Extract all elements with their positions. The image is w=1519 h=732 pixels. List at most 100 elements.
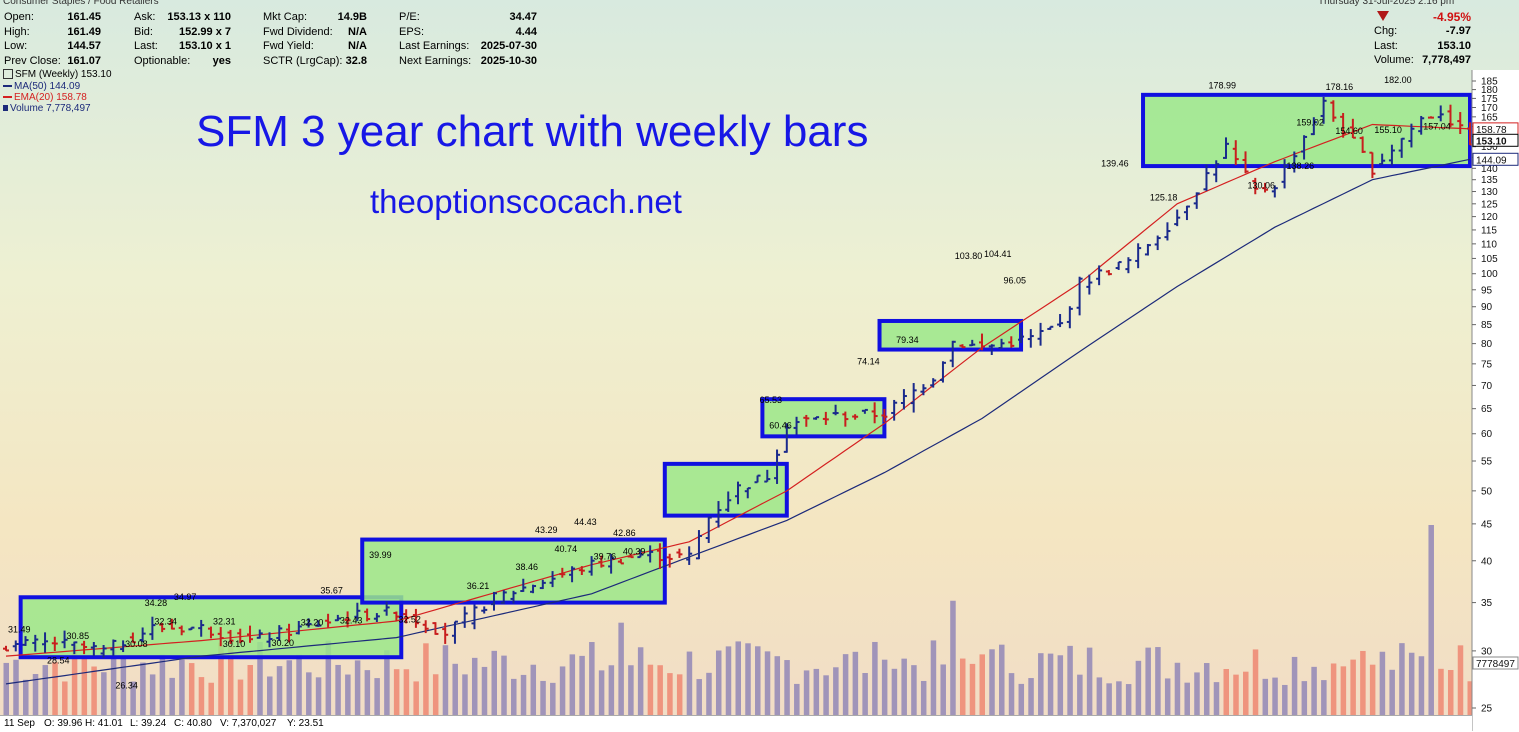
- weekly-bar: [578, 566, 585, 576]
- y-tick-label: 110: [1481, 239, 1497, 250]
- weekly-bar: [81, 640, 88, 655]
- weekly-bar: [569, 566, 576, 583]
- volume-bar: [1184, 682, 1190, 715]
- y-tick-label: 115: [1481, 225, 1497, 236]
- price-label-34: 130.06: [1248, 180, 1276, 190]
- weekly-bar: [1203, 164, 1210, 191]
- weekly-bar: [383, 601, 390, 616]
- weekly-bar: [949, 340, 956, 368]
- weekly-bar: [1291, 151, 1298, 173]
- volume-bar: [306, 672, 312, 715]
- weekly-bar: [178, 625, 185, 636]
- volume-bar: [91, 666, 97, 715]
- y-tick-label: 65: [1481, 404, 1493, 415]
- weekly-bar: [90, 642, 97, 656]
- q-mid-label-0: Ask:: [134, 11, 156, 23]
- y-tick-label: 95: [1481, 285, 1493, 296]
- weekly-bar: [334, 614, 341, 622]
- volume-bar: [764, 651, 771, 715]
- q-earn-value-0: 34.47: [509, 11, 537, 23]
- y-tick-label: 135: [1481, 175, 1498, 186]
- price-label-36: 159.02: [1296, 117, 1324, 127]
- price-label-14: 39.99: [369, 550, 392, 560]
- volume-bar: [247, 665, 253, 715]
- volume-bar: [833, 667, 839, 715]
- weekly-bar: [617, 558, 624, 565]
- volume-bar: [1155, 647, 1161, 715]
- q-left-value-3: 161.07: [67, 54, 101, 67]
- volume-bar: [852, 651, 859, 715]
- volume-bar: [471, 657, 478, 715]
- weekly-bar: [51, 636, 58, 652]
- volume-bar: [481, 666, 488, 715]
- weekly-bar: [803, 414, 810, 427]
- volume-bar: [1047, 653, 1054, 715]
- volume-bar: [188, 663, 195, 715]
- weekly-bar: [647, 545, 654, 563]
- volume-bar: [1038, 653, 1044, 715]
- weekly-bar: [120, 640, 127, 653]
- volume-bar: [1360, 650, 1366, 715]
- readout-close: C: 40.80: [174, 718, 212, 729]
- volume-bar: [1379, 651, 1386, 715]
- weekly-bar: [305, 618, 312, 628]
- price-label-38: 154.60: [1335, 126, 1363, 136]
- weekly-bar: [920, 384, 927, 396]
- y-tick-label: 180: [1481, 85, 1498, 96]
- site-banner: theoptionscocach.net: [370, 183, 682, 220]
- price-label-22: 42.86: [613, 528, 636, 538]
- weekly-bar: [1115, 261, 1122, 270]
- volume-bar: [1428, 525, 1434, 715]
- weekly-bar: [500, 590, 507, 604]
- volume-bar: [550, 682, 556, 715]
- q-left-value-1: 161.49: [67, 25, 101, 38]
- weekly-bar: [1349, 118, 1356, 139]
- y-tick-label: 85: [1481, 320, 1493, 331]
- readout-high: H: 41.01: [85, 718, 123, 729]
- q-mid-label-1: Bid:: [134, 25, 153, 38]
- q-mid-value-2: 153.10 x 1: [179, 40, 231, 52]
- volume-bar: [511, 678, 517, 715]
- volume-bar: [325, 640, 332, 715]
- weekly-bar: [1135, 243, 1142, 269]
- volume-bar: [1272, 677, 1278, 715]
- weekly-bar: [1076, 276, 1083, 316]
- volume-bar: [1106, 683, 1112, 715]
- volume-bar: [715, 650, 722, 715]
- volume-bar: [393, 669, 400, 715]
- volume-bar: [940, 664, 946, 715]
- volume-bar: [647, 664, 654, 715]
- weekly-bar: [1408, 123, 1415, 148]
- volume-bar: [774, 656, 781, 715]
- price-label-19: 40.74: [555, 544, 578, 554]
- ema20-line: [5, 123, 1471, 657]
- price-label-26: 74.14: [857, 356, 880, 366]
- weekly-bar: [715, 501, 722, 528]
- volume-bar: [1233, 674, 1239, 715]
- price-label-16: 36.21: [467, 581, 490, 591]
- q-fund-value-2: N/A: [348, 40, 367, 52]
- volume-bar: [120, 655, 127, 715]
- weekly-bar: [403, 609, 410, 624]
- weekly-bar: [1008, 336, 1015, 348]
- volume-bar: [1350, 659, 1356, 715]
- q-mid-value-3: yes: [212, 54, 231, 67]
- price-label-5: 34.28: [145, 598, 168, 608]
- volume-bar: [1116, 681, 1122, 715]
- q-right-value-1: 153.10: [1437, 39, 1471, 52]
- volume-bar: [989, 649, 995, 715]
- q-fund-label-0: Mkt Cap:: [263, 11, 308, 23]
- volume-bar: [1203, 663, 1210, 715]
- y-tick-label: 175: [1481, 94, 1498, 105]
- q-fund-value-0: 14.9B: [337, 11, 367, 23]
- weekly-bar: [1379, 153, 1386, 166]
- volume-bar: [384, 650, 390, 715]
- price-label-23: 40.39: [623, 547, 646, 557]
- weekly-bar: [1427, 116, 1434, 119]
- volume-bar: [1018, 683, 1025, 715]
- ma50-swatch: [3, 85, 12, 88]
- volume-bar: [23, 679, 29, 715]
- chart-icon: [3, 69, 13, 80]
- readout-low: L: 39.24: [130, 718, 167, 729]
- weekly-bar: [676, 548, 683, 558]
